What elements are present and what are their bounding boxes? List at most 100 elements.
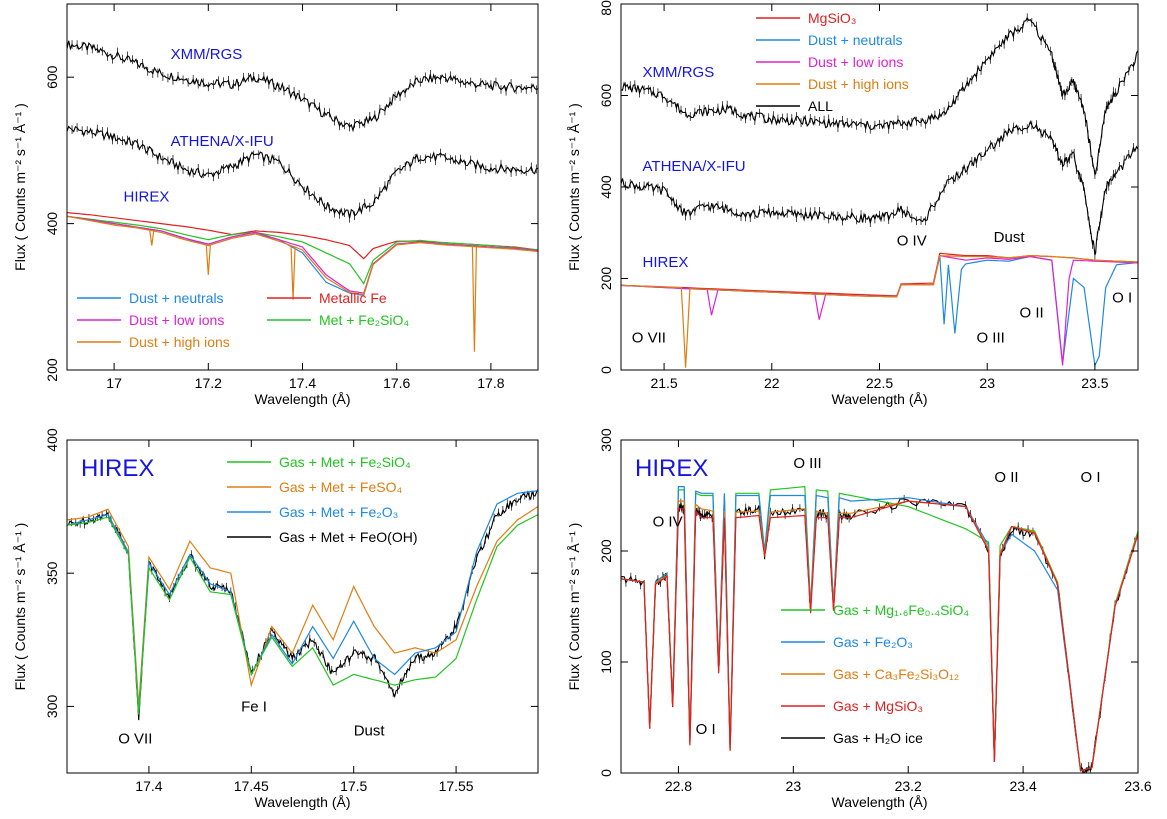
x-axis-label: Wavelength (Å) xyxy=(832,794,928,810)
panel-title: HIREX xyxy=(635,455,708,482)
series-group xyxy=(67,485,538,721)
legend-label: Gas + Met + Fe₂SiO₄ xyxy=(279,454,411,470)
annotation-label: Dust xyxy=(354,723,386,740)
y-tick-label: 600 xyxy=(598,84,614,108)
x-tick-label: 17.8 xyxy=(477,375,504,391)
legend-label: Dust + high ions xyxy=(129,334,230,350)
legend-label: Metallic Fe xyxy=(319,290,387,306)
legend-label: Gas + Mg₁.₆Fe₀.₄SiO₄ xyxy=(833,602,969,618)
series-line xyxy=(621,120,1138,256)
annotation-label: O I xyxy=(1081,469,1101,486)
x-tick-label: 22.8 xyxy=(665,778,692,794)
annotation-label: Fe I xyxy=(241,699,267,716)
series-line xyxy=(67,40,538,133)
x-tick-label: 17.4 xyxy=(289,375,316,391)
legend-label: Gas + MgSiO₃ xyxy=(833,698,923,714)
y-tick-label: 400 xyxy=(44,212,60,236)
legend-label: Gas + Met + FeO(OH) xyxy=(279,529,417,545)
series-line xyxy=(67,125,538,219)
annotation-label: O III xyxy=(976,330,1004,347)
series-group xyxy=(67,40,538,352)
legend-label: Met + Fe₂SiO₄ xyxy=(319,312,409,328)
legend-label: Dust + low ions xyxy=(808,54,903,70)
chart-tr: 21.5 22 22.5 23 23.5 0 200 400 600 800 Wavelength … xyxy=(566,0,1139,407)
annotation-label: HIREX xyxy=(124,189,170,206)
x-tick-label: 17 xyxy=(106,375,122,391)
annotation-label: O IV xyxy=(897,233,927,250)
x-axis-label: Wavelength (Å) xyxy=(832,391,928,407)
series-group xyxy=(621,485,1138,773)
absorption-dip xyxy=(471,246,478,352)
annotation-label: O VII xyxy=(632,330,666,347)
x-tick-label: 21.5 xyxy=(650,375,677,391)
x-tick-label: 17.2 xyxy=(195,375,222,391)
series-line xyxy=(67,212,538,260)
legend-label: ALL xyxy=(808,98,833,114)
series-line xyxy=(621,500,1138,772)
x-tick-label: 23.2 xyxy=(895,778,922,794)
x-axis-label: Wavelength (Å) xyxy=(255,794,351,810)
x-tick-label: 23.5 xyxy=(1081,375,1108,391)
y-axis-label: Flux ( Counts m⁻² s⁻¹ Å⁻¹ ) xyxy=(566,103,582,271)
y-axis-label: Flux ( Counts m⁻² s⁻¹ Å⁻¹ ) xyxy=(12,103,28,271)
series-line xyxy=(621,254,1138,366)
y-axis-label: Flux ( Counts m⁻² s⁻¹ Å⁻¹ ) xyxy=(12,523,28,691)
legend-label: Dust + high ions xyxy=(808,76,909,92)
y-tick-label: 100 xyxy=(598,650,614,674)
y-tick-label: 200 xyxy=(598,267,614,291)
x-tick-label: 17.5 xyxy=(340,778,367,794)
chart-br: 22.8 23 23.2 23.4 23.6 0 100 200 300 Wavelength (… xyxy=(566,428,1152,810)
y-tick-label: 400 xyxy=(598,175,614,199)
absorption-dip xyxy=(205,245,211,275)
legend-label: Dust + neutrals xyxy=(129,290,224,306)
series-line xyxy=(67,215,538,296)
annotation-label: O I xyxy=(696,721,716,738)
x-tick-label: 17.6 xyxy=(383,375,410,391)
y-axis-label: Flux ( Counts m⁻² s⁻¹ Å⁻¹ ) xyxy=(566,523,582,691)
plot-frame xyxy=(66,439,539,774)
x-tick-label: 23 xyxy=(979,375,995,391)
annotation-label: O VII xyxy=(118,731,152,748)
legend-label: Gas + Ca₃Fe₂Si₃O₁₂ xyxy=(833,666,959,682)
legend-label: Gas + Met + FeSO₄ xyxy=(279,479,402,495)
x-tick-label: 22.5 xyxy=(866,375,893,391)
plot-frame xyxy=(620,439,1139,774)
annotation-label: O II xyxy=(994,469,1018,486)
x-tick-label: 23.4 xyxy=(1009,778,1036,794)
chart-tl: 17 17.2 17.4 17.6 17.8 200 400 600 Wavelength (Å… xyxy=(12,3,539,407)
annotation-label: ATHENA/X-IFU xyxy=(171,133,274,150)
y-tick-label: 600 xyxy=(44,65,60,89)
y-tick-label: 300 xyxy=(44,695,60,719)
annotation-label: O II xyxy=(1020,304,1044,321)
series-line xyxy=(621,254,1138,368)
annotation-label: XMM/RGS xyxy=(171,46,243,63)
annotation-label: XMM/RGS xyxy=(643,64,715,81)
chart-bl: 17.4 17.45 17.5 17.55 300 350 400 Wavelength (Å… xyxy=(12,428,539,810)
y-tick-label: 200 xyxy=(44,358,60,382)
legend-label: Gas + Fe₂O₃ xyxy=(833,634,913,650)
y-tick-label: 0 xyxy=(598,769,614,777)
x-tick-label: 23 xyxy=(786,778,802,794)
x-tick-label: 17.45 xyxy=(234,778,269,794)
annotation-label: O III xyxy=(793,455,821,472)
x-axis-label: Wavelength (Å) xyxy=(255,391,351,407)
annotation-label: Dust xyxy=(994,229,1026,246)
series-line xyxy=(67,514,538,715)
x-tick-label: 23.6 xyxy=(1124,778,1151,794)
series-group xyxy=(621,13,1138,368)
y-tick-label: 300 xyxy=(598,428,614,452)
legend-label: Gas + Met + Fe₂O₃ xyxy=(279,504,398,520)
annotation-label: ATHENA/X-IFU xyxy=(643,158,746,175)
annotation-label: HIREX xyxy=(643,254,689,271)
series-line xyxy=(67,215,538,294)
panel-title: HIREX xyxy=(81,455,154,482)
x-tick-label: 22 xyxy=(764,375,780,391)
annotation-label: O I xyxy=(1112,289,1132,306)
y-tick-label: 350 xyxy=(44,561,60,585)
series-line xyxy=(621,486,1138,772)
y-tick-label: 400 xyxy=(44,428,60,452)
legend-label: Dust + neutrals xyxy=(808,32,903,48)
y-tick-label: 0 xyxy=(598,366,614,374)
absorption-dip xyxy=(290,246,296,300)
